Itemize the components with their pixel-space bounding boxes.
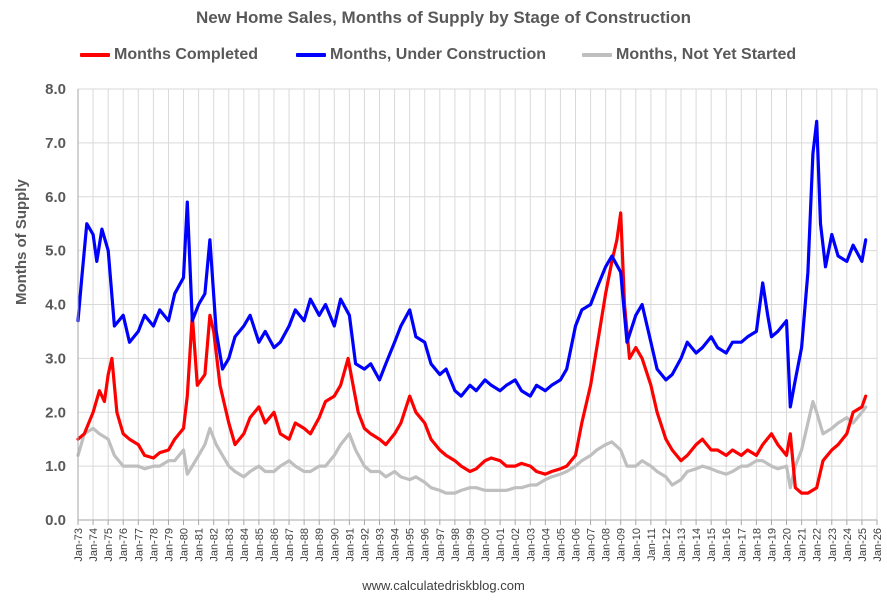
y-tick-label: 7.0 [45,135,66,152]
x-tick-label: Jan-18 [751,528,763,562]
x-tick-label: Jan-14 [691,528,703,562]
legend-label-under-construction: Months, Under Construction [330,46,546,63]
y-ticks: 0.0 1.0 2.0 3.0 4.0 5.0 6.0 7.0 8.0 [45,81,66,529]
x-tick-label: Jan-94 [390,528,402,562]
x-tick-label: Jan-75 [103,528,115,562]
x-tick-label: Jan-21 [797,528,809,562]
x-tick-label: Jan-97 [435,528,447,562]
source-credit: www.calculatedriskblog.com [362,578,525,593]
x-tick-label: Jan-99 [465,528,477,562]
x-tick-label: Jan-74 [88,528,100,562]
y-tick-label: 3.0 [45,350,66,367]
x-tick-label: Jan-85 [254,528,266,562]
legend-item-under-construction: Months, Under Construction [296,46,546,64]
x-tick-label: Jan-98 [450,528,462,562]
x-tick-label: Jan-23 [827,528,839,562]
x-tick-label: Jan-77 [133,528,145,562]
legend: Months Completed Months, Under Construct… [0,46,887,70]
x-tick-label: Jan-22 [812,528,824,562]
x-tick-label: Jan-04 [540,528,552,562]
x-tick-label: Jan-19 [766,528,778,562]
legend-item-completed: Months Completed [80,46,258,64]
y-tick-label: 6.0 [45,189,66,206]
x-tick-label: Jan-12 [661,528,673,562]
x-tick-label: Jan-83 [224,528,236,562]
x-tick-label: Jan-86 [269,528,281,562]
axes [77,89,878,525]
chart-title: New Home Sales, Months of Supply by Stag… [196,8,691,27]
x-tick-label: Jan-79 [163,528,175,562]
x-tick-label: Jan-81 [194,528,206,562]
x-tick-label: Jan-24 [842,528,854,562]
x-tick-label: Jan-92 [359,528,371,562]
x-tick-label: Jan-89 [314,528,326,562]
x-tick-label: Jan-96 [420,528,432,562]
x-tick-label: Jan-78 [148,528,160,562]
x-tick-label: Jan-73 [73,528,85,562]
x-tick-label: Jan-01 [495,528,507,562]
x-tick-label: Jan-10 [631,528,643,562]
x-tick-label: Jan-88 [299,528,311,562]
x-tick-label: Jan-90 [329,528,341,562]
x-tick-label: Jan-80 [179,528,191,562]
series-lines [76,119,868,495]
x-tick-label: Jan-02 [510,528,522,562]
x-tick-label: Jan-95 [405,528,417,562]
y-tick-label: 8.0 [45,81,66,98]
x-tick-label: Jan-13 [676,528,688,562]
x-tick-label: Jan-87 [284,528,296,562]
x-tick-label: Jan-03 [525,528,537,562]
x-tick-label: Jan-82 [209,528,221,562]
x-tick-label: Jan-76 [118,528,130,562]
x-tick-label: Jan-93 [375,528,387,562]
grid [77,88,878,521]
legend-label-not-yet-started: Months, Not Yet Started [616,46,797,63]
y-tick-label: 5.0 [45,243,66,260]
x-tick-label: Jan-15 [706,528,718,562]
legend-label-completed: Months Completed [114,46,258,63]
x-tick-label: Jan-16 [721,528,733,562]
x-tick-label: Jan-11 [646,528,658,561]
x-tick-label: Jan-06 [570,528,582,562]
x-tick-label: Jan-00 [480,528,492,562]
y-tick-label: 4.0 [45,297,66,314]
x-ticks: Jan-73 Jan-74 Jan-75 Jan-76 Jan-77 Jan-78 Jan-… [73,528,884,562]
x-tick-label: Jan-07 [586,528,598,562]
series-line-months-under-construction [76,119,868,409]
x-tick-label: Jan-05 [555,528,567,562]
series-line-months-completed [76,211,868,495]
y-tick-label: 1.0 [45,458,66,475]
x-tick-label: Jan-08 [601,528,613,562]
y-tick-label: 2.0 [45,404,66,421]
legend-swatch-completed [80,53,110,57]
x-tick-label: Jan-17 [736,528,748,562]
x-tick-label: Jan-25 [857,528,869,562]
y-tick-label: 0.0 [45,512,66,529]
legend-swatch-under-construction [296,53,326,57]
x-tick-label: Jan-26 [872,528,884,562]
x-tick-label: Jan-09 [616,528,628,562]
x-tick-label: Jan-20 [782,528,794,562]
x-tick-label: Jan-84 [239,528,251,562]
legend-swatch-not-yet-started [582,53,612,57]
legend-item-not-yet-started: Months, Not Yet Started [582,46,796,64]
x-tick-label: Jan-91 [344,528,356,562]
series-line-months-not-yet-started [76,399,868,495]
